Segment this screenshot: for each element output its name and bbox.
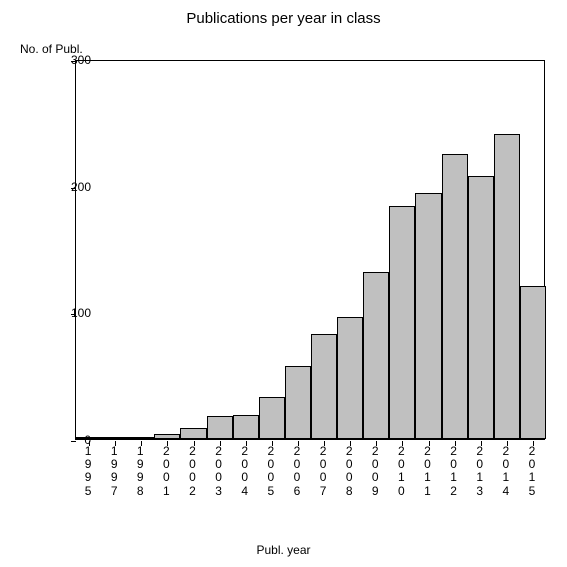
bar xyxy=(154,434,180,439)
bar xyxy=(494,134,520,439)
x-tick-label: 2005 xyxy=(266,445,276,498)
y-tick-label: 100 xyxy=(51,306,91,320)
bar xyxy=(128,437,154,439)
x-axis-label: Publ. year xyxy=(0,543,567,557)
bar xyxy=(468,176,494,439)
x-tick-label: 2006 xyxy=(292,445,302,498)
bar xyxy=(311,334,337,439)
chart-container: Publications per year in class No. of Pu… xyxy=(0,0,567,567)
x-tick-label: 1998 xyxy=(135,445,145,498)
bar xyxy=(207,416,233,439)
x-tick-label: 2002 xyxy=(188,445,198,498)
x-tick-label: 2012 xyxy=(449,445,459,498)
x-tick-label: 1995 xyxy=(83,445,93,498)
chart-title: Publications per year in class xyxy=(0,10,567,27)
bar xyxy=(102,437,128,439)
x-tick-label: 2013 xyxy=(475,445,485,498)
y-tick-label: 200 xyxy=(51,180,91,194)
bar xyxy=(415,193,441,439)
plot-area xyxy=(75,60,545,440)
bar xyxy=(259,397,285,439)
bar xyxy=(180,428,206,439)
bar xyxy=(442,154,468,439)
x-tick-label: 2008 xyxy=(344,445,354,498)
bar xyxy=(337,317,363,439)
x-tick-label: 2015 xyxy=(527,445,537,498)
x-tick-label: 2004 xyxy=(240,445,250,498)
x-tick-label: 2010 xyxy=(396,445,406,498)
x-tick-label: 2009 xyxy=(370,445,380,498)
y-tick-label: 300 xyxy=(51,53,91,67)
bar xyxy=(389,206,415,439)
x-tick-label: 2007 xyxy=(318,445,328,498)
bar xyxy=(520,286,546,439)
x-tick-label: 2003 xyxy=(214,445,224,498)
x-tick-label: 2014 xyxy=(501,445,511,498)
bar xyxy=(233,415,259,439)
x-tick-label: 2011 xyxy=(423,445,433,498)
bar xyxy=(285,366,311,439)
x-tick-label: 2001 xyxy=(161,445,171,498)
x-tick-label: 1997 xyxy=(109,445,119,498)
bar xyxy=(363,272,389,439)
